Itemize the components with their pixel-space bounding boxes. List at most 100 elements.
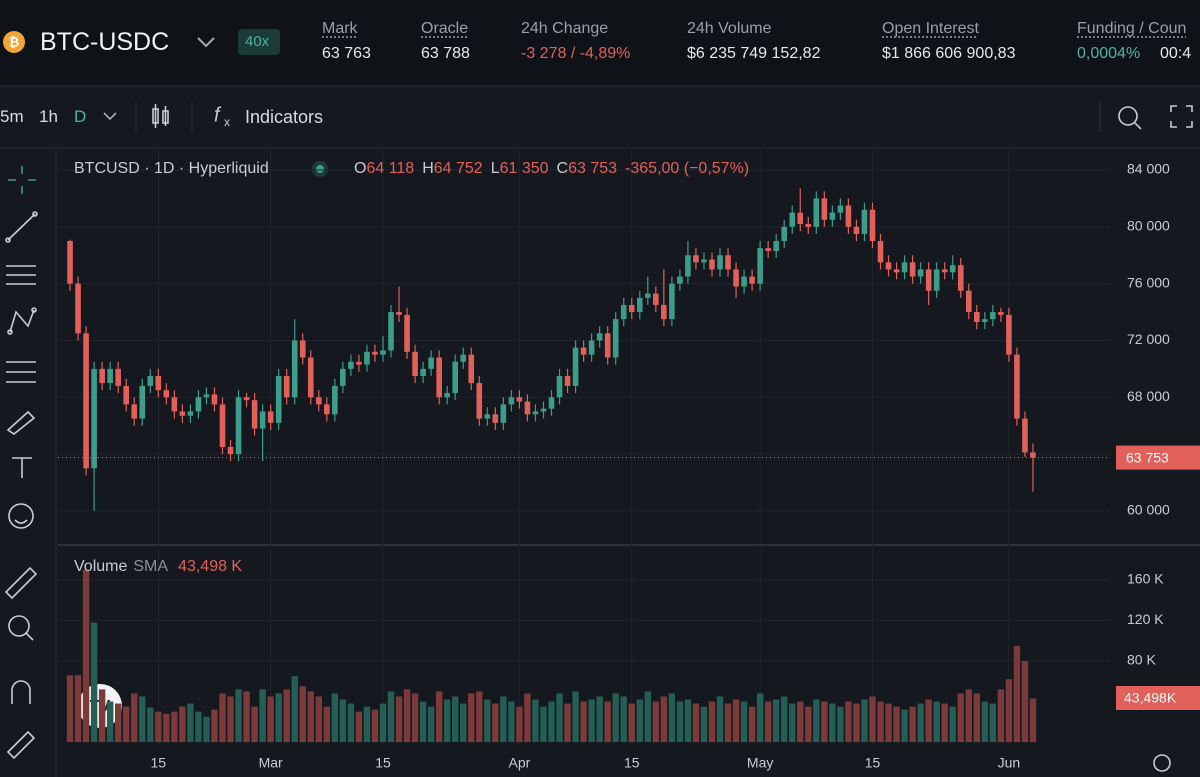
- candle-body: [251, 400, 258, 429]
- value: 63 753: [568, 160, 618, 177]
- volume-bar: [652, 701, 660, 743]
- candle-body: [235, 397, 242, 455]
- candle-body: [853, 226, 860, 234]
- settings-icon[interactable]: [1153, 754, 1171, 772]
- value: 61 350: [499, 160, 549, 177]
- candle-body: [476, 383, 483, 419]
- volume-bar: [877, 701, 884, 743]
- candle-body: [492, 414, 499, 423]
- candle-body: [596, 333, 603, 341]
- interval[interactable]: 5m: [0, 107, 24, 126]
- stat-value: 0,0004%: [1077, 45, 1141, 62]
- candle-body: [965, 290, 972, 313]
- volume-bar: [949, 706, 956, 743]
- volume-bar: [724, 703, 732, 743]
- candle-body: [275, 375, 282, 423]
- candle-body: [661, 304, 667, 320]
- candle-body: [468, 354, 475, 384]
- volume-bar: [885, 703, 892, 743]
- candle-body: [990, 312, 996, 320]
- ohlc-legend: O64 118 H64 752 L61 350 C63 753 -365,00 …: [354, 160, 749, 178]
- volume-bar: [307, 691, 314, 743]
- fx-icon[interactable]: f: [214, 104, 222, 126]
- leverage[interactable]: 40x: [245, 33, 270, 50]
- volume-bar: [155, 711, 162, 743]
- indicators-button[interactable]: Indicators: [245, 107, 324, 127]
- volume-bar: [299, 686, 306, 743]
- candle-body: [147, 375, 154, 386]
- candle-body: [187, 411, 194, 416]
- x-tick-label: Mar: [259, 755, 283, 771]
- volume-bar: [716, 696, 724, 743]
- interval-dropdown[interactable]: [103, 112, 117, 121]
- volume-bar: [484, 699, 491, 743]
- plot: [58, 148, 1110, 745]
- change: -365,00 (−0,57%): [625, 160, 750, 177]
- candle-body: [332, 385, 338, 415]
- status-dot: [316, 165, 324, 173]
- candle-body: [869, 209, 876, 242]
- stat-extra: 00:4: [1160, 45, 1192, 62]
- candle-body: [203, 394, 210, 398]
- candle-body: [299, 340, 306, 358]
- candle-icon[interactable]: [152, 104, 169, 128]
- candle-body: [717, 255, 723, 270]
- candle-body: [540, 408, 547, 412]
- volume-bar: [66, 675, 74, 743]
- fx-icon[interactable]: x: [224, 115, 230, 129]
- candle-body: [291, 340, 298, 398]
- volume-bar: [708, 701, 716, 743]
- candle-body: [356, 361, 362, 365]
- volume-bar: [98, 689, 106, 743]
- candle-body: [524, 401, 531, 415]
- volume-bar: [668, 693, 676, 743]
- volume-bar: [1013, 645, 1021, 743]
- candle-body: [709, 259, 715, 270]
- key: O: [354, 160, 367, 177]
- value: 64 118: [366, 160, 415, 177]
- candle-body: [508, 397, 515, 405]
- stat-label: Funding / Coun: [1077, 20, 1187, 37]
- candle-body: [340, 368, 346, 386]
- stat-label: Open Interest: [882, 20, 979, 37]
- fullscreen-icon[interactable]: [1170, 105, 1193, 128]
- alert-icon[interactable]: [1118, 106, 1142, 130]
- stat-value: $6 235 749 152,82: [687, 45, 821, 62]
- volume-bar: [251, 706, 258, 743]
- symbol[interactable]: BTC-USDC: [40, 28, 170, 56]
- volume-bar: [748, 706, 756, 743]
- volume-bar: [781, 696, 788, 743]
- candle-body: [733, 269, 739, 287]
- interval[interactable]: D: [74, 107, 87, 126]
- candle-body: [307, 357, 314, 398]
- volume-bar: [500, 696, 507, 743]
- volume-bar: [74, 675, 82, 743]
- volume-bar: [572, 691, 579, 743]
- sma-name: SMA: [133, 558, 169, 575]
- candle-body: [428, 357, 434, 369]
- candle-body: [171, 397, 178, 412]
- candle-body: [901, 262, 908, 273]
- candle-body: [909, 262, 916, 277]
- volume-bar: [123, 706, 130, 743]
- volume-bar: [395, 696, 403, 743]
- volume-bar: [700, 706, 708, 743]
- tool-icons[interactable]: [4, 166, 38, 760]
- leverage-bg[interactable]: [238, 29, 280, 55]
- stat-value: 63 788: [421, 45, 470, 62]
- btc-icon: [3, 31, 25, 53]
- candle-body: [572, 347, 579, 386]
- candle-body: [500, 404, 507, 423]
- stat-value: $1 866 606 900,83: [882, 45, 1016, 62]
- volume-bar: [187, 703, 194, 743]
- last-price-box: [1116, 445, 1200, 470]
- candle-body: [693, 255, 699, 263]
- sma-axis-label: 43,498K: [1124, 690, 1177, 706]
- volume-bar: [556, 693, 563, 743]
- interval[interactable]: 1h: [39, 107, 58, 126]
- x-tick-label: May: [747, 755, 773, 771]
- volume-bar: [772, 699, 780, 743]
- volume-bar: [283, 689, 290, 743]
- dropdown[interactable]: [197, 37, 215, 48]
